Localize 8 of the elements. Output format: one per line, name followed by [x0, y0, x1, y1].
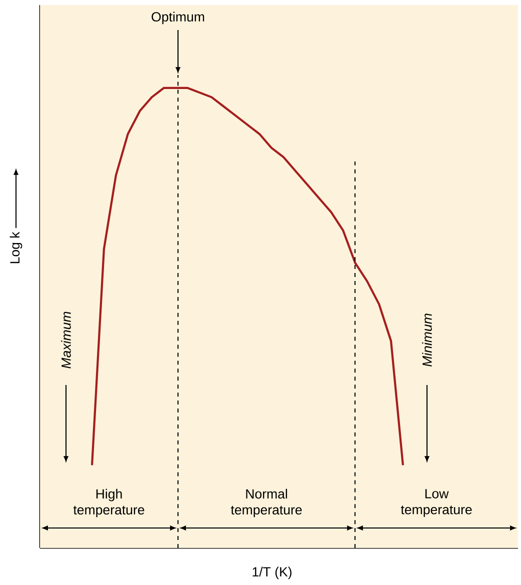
- text: Maximum: [61, 312, 71, 368]
- text: Minimum: [422, 314, 432, 367]
- annotation: High temperature: [73, 488, 144, 518]
- text: Optimum: [152, 12, 204, 24]
- annotation: Normal temperature: [230, 488, 302, 518]
- y-axis-title: Log k: [10, 232, 22, 264]
- annotation: Low temperature: [400, 489, 472, 517]
- x-axis-title: 1/T (K): [252, 566, 292, 580]
